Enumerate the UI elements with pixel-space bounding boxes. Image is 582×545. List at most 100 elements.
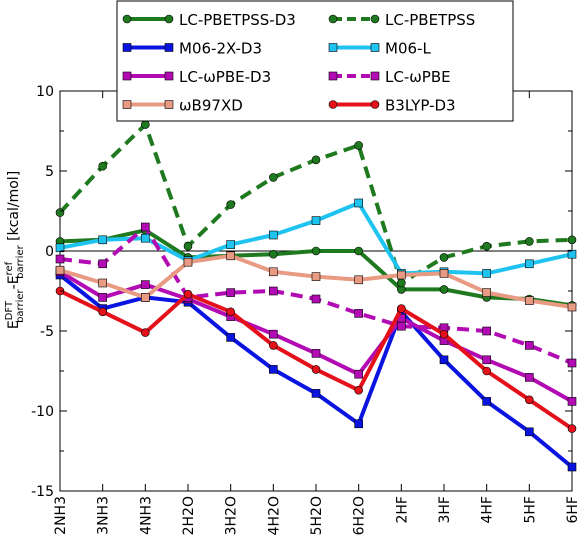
data-point (439, 269, 449, 278)
data-point (226, 333, 235, 342)
data-point (482, 288, 491, 297)
legend-marker (122, 14, 132, 24)
data-point (311, 246, 321, 256)
data-point (439, 285, 449, 294)
data-point (525, 395, 534, 405)
data-point (311, 349, 321, 358)
legend-label: ωB97XD (179, 97, 243, 115)
data-point (311, 155, 321, 165)
series-5 (55, 222, 577, 368)
data-point (311, 389, 321, 398)
data-point (354, 141, 363, 150)
data-point (354, 309, 363, 318)
data-point (439, 253, 449, 262)
data-point (397, 304, 406, 313)
data-point (311, 216, 321, 225)
x-tick-label: 3HF (437, 496, 453, 524)
data-point (141, 280, 150, 289)
data-point (397, 321, 406, 331)
legend-marker (328, 100, 338, 109)
series-line (59, 201, 573, 276)
axes-layer (59, 90, 573, 492)
data-point (55, 208, 65, 217)
y-tick-label: -10 (31, 404, 54, 420)
data-point (141, 120, 150, 129)
legend-marker (122, 100, 132, 109)
data-point (567, 358, 577, 368)
data-point (98, 259, 107, 269)
data-point (226, 240, 235, 249)
x-tick-label: 4NH3 (138, 496, 154, 535)
data-point (567, 249, 577, 259)
legend-marker (370, 100, 380, 109)
y-tick-label: 10 (36, 84, 54, 100)
data-point (98, 235, 107, 245)
series-7 (55, 286, 577, 433)
data-point (269, 230, 278, 240)
data-point (482, 326, 491, 336)
data-point (183, 289, 193, 299)
data-point (226, 288, 235, 297)
data-point (354, 419, 363, 429)
plot-frame (59, 90, 573, 492)
data-point (98, 161, 107, 171)
legend-item-7: B3LYP-D3 (328, 97, 456, 115)
legend-label: M06-2X-D3 (179, 40, 262, 58)
data-point (311, 294, 321, 304)
data-point (567, 302, 577, 312)
x-tick-label: 5HF (522, 496, 538, 524)
x-tick-label: 2NH3 (53, 496, 69, 535)
legend-item-0: LC-PBETPSS-D3 (122, 11, 296, 29)
data-point (525, 373, 534, 382)
series-1 (55, 120, 577, 288)
legend-marker (122, 71, 132, 81)
legend-item-3: M06-L (328, 40, 431, 58)
x-tick-label: 4H2O (266, 496, 282, 535)
data-point (439, 355, 449, 365)
data-point (311, 365, 321, 374)
legend-marker (164, 43, 174, 52)
data-point (567, 462, 577, 472)
x-tick-label: 2H2O (181, 496, 197, 535)
data-point (98, 278, 107, 288)
data-point (269, 329, 278, 339)
legend-marker (122, 43, 132, 52)
legend-label: LC-ωPBE-D3 (179, 68, 271, 86)
data-point (354, 369, 363, 379)
y-axis-label: EDFTbarrier-Erefbarrier [kcal/mol] (4, 171, 26, 329)
data-point (141, 328, 150, 337)
series-layer (55, 120, 577, 472)
data-point (183, 257, 193, 267)
data-point (55, 243, 65, 253)
y-tick-label: -15 (31, 484, 54, 500)
data-point (439, 329, 449, 339)
legend-marker (328, 71, 338, 81)
data-point (354, 385, 363, 395)
legend-marker (328, 14, 338, 24)
legend-marker (370, 71, 380, 81)
x-tick-label: 3NH3 (96, 496, 112, 535)
series-6 (55, 251, 577, 312)
data-point (354, 246, 363, 256)
data-point (525, 341, 534, 350)
y-tick-label: 0 (45, 244, 54, 260)
y-tick-label: -5 (40, 324, 54, 340)
data-point (525, 259, 534, 269)
legend-marker (164, 71, 174, 81)
legend-item-5: LC-ωPBE (328, 68, 451, 86)
data-point (397, 270, 406, 280)
data-point (354, 275, 363, 285)
series-line (58, 270, 573, 404)
legend-marker (164, 100, 174, 109)
legend-label: B3LYP-D3 (385, 97, 456, 115)
data-point (482, 366, 491, 376)
data-point (141, 233, 150, 243)
data-point (98, 293, 107, 302)
legend-label: LC-ωPBE (385, 68, 451, 86)
data-point (269, 249, 278, 259)
legend-item-2: M06-2X-D3 (122, 40, 262, 58)
data-point (482, 241, 491, 251)
legend-marker (370, 43, 380, 52)
x-tick-label: 6H2O (352, 496, 368, 535)
